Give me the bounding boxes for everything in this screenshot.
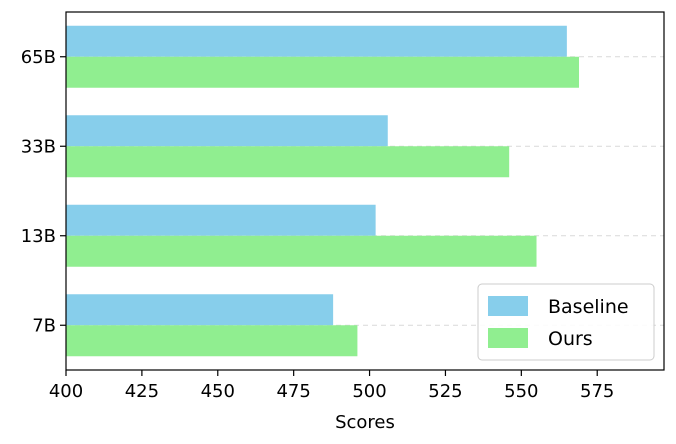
x-tick-label: 500 [352, 381, 386, 402]
bar-ours-65b [66, 56, 580, 88]
x-tick-label: 450 [201, 381, 235, 402]
x-tick-label: 550 [504, 381, 538, 402]
legend-label-baseline: Baseline [548, 296, 629, 318]
legend-label-ours: Ours [548, 328, 593, 350]
x-axis-title: Scores [335, 412, 395, 433]
legend-swatch-baseline [488, 296, 528, 316]
bar-baseline-65b [66, 25, 567, 57]
legend-swatch-ours [488, 328, 528, 348]
bar-baseline-7b [66, 294, 334, 326]
x-tick-label: 400 [49, 381, 83, 402]
bar-ours-7b [66, 325, 358, 357]
x-axis: 400 425 450 475 500 525 550 575 [49, 370, 614, 402]
x-tick-label: 425 [125, 381, 159, 402]
bar-baseline-33b [66, 115, 388, 147]
legend: Baseline Ours [477, 283, 655, 361]
y-tick-label: 65B [21, 47, 56, 68]
bars [66, 25, 580, 357]
plot-frame [65, 11, 665, 371]
bar-ours-33b [66, 146, 510, 178]
y-tick-label: 33B [21, 136, 56, 157]
y-axis: 7B 13B 33B 65B [21, 47, 66, 336]
bar-baseline-13b [66, 204, 376, 236]
x-tick-label: 575 [580, 381, 614, 402]
x-tick-label: 475 [276, 381, 310, 402]
bar-ours-13b [66, 235, 537, 267]
x-tick-label: 525 [428, 381, 462, 402]
y-tick-label: 7B [32, 315, 56, 336]
y-tick-label: 13B [21, 226, 56, 247]
